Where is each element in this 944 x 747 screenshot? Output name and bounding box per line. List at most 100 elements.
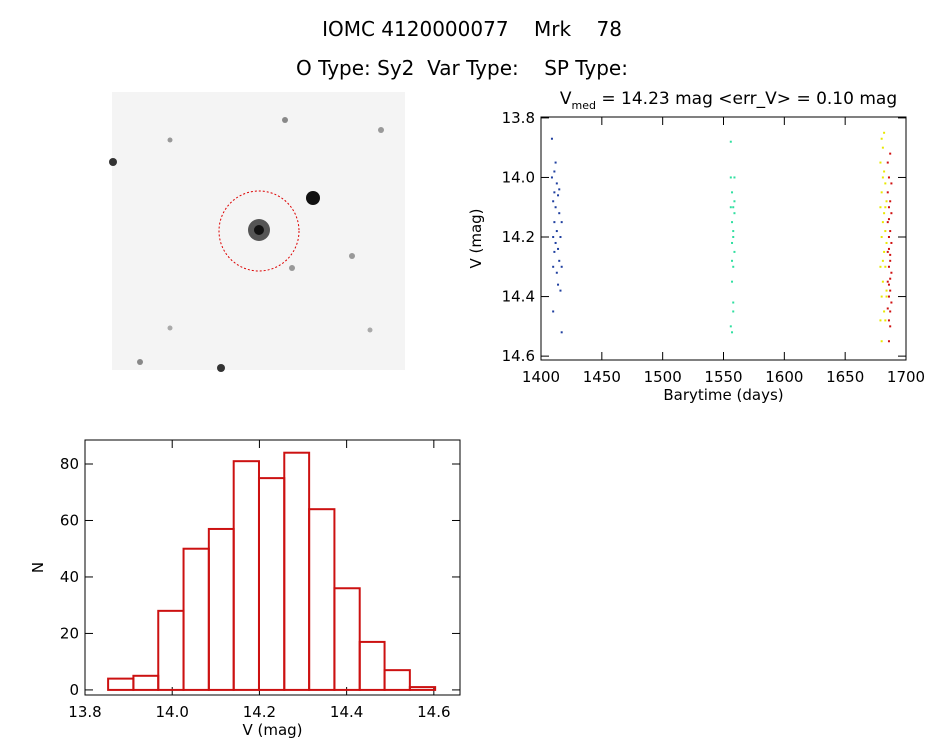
data-point <box>886 191 889 194</box>
data-point <box>558 188 561 191</box>
data-point <box>884 265 887 268</box>
y-tick-label: 60 <box>60 511 79 529</box>
data-point <box>887 176 890 179</box>
data-point <box>880 236 883 239</box>
data-point <box>553 250 556 253</box>
data-point <box>880 340 883 343</box>
data-point <box>554 206 557 209</box>
data-point <box>887 319 890 322</box>
data-point <box>555 182 558 185</box>
y-tick-label: 14.4 <box>502 288 535 306</box>
x-tick-label: 14.4 <box>330 703 363 721</box>
data-point <box>729 176 732 179</box>
x-tick-label: 14.0 <box>156 703 189 721</box>
data-point <box>731 259 734 262</box>
data-point <box>557 283 560 286</box>
y-tick-label: 14.0 <box>502 168 535 186</box>
plot-frame <box>540 116 907 361</box>
data-point <box>881 280 884 283</box>
y-axis-label: N <box>29 562 47 573</box>
x-tick-label: 1400 <box>522 368 560 386</box>
data-point <box>884 206 887 209</box>
data-point <box>887 247 890 250</box>
data-point <box>558 212 561 215</box>
data-point <box>732 265 735 268</box>
data-point <box>886 307 889 310</box>
data-point <box>881 221 884 224</box>
data-point <box>880 191 883 194</box>
data-point <box>887 340 890 343</box>
data-point <box>552 265 555 268</box>
data-point <box>553 191 556 194</box>
data-point <box>890 241 893 244</box>
data-point <box>885 241 888 244</box>
data-point <box>889 325 892 328</box>
data-point <box>887 295 890 298</box>
data-point <box>555 230 558 233</box>
data-point <box>729 325 732 328</box>
data-point <box>550 137 553 140</box>
data-point <box>880 137 883 140</box>
data-point <box>885 295 888 298</box>
data-point <box>879 265 882 268</box>
bar <box>207 527 235 691</box>
data-point <box>879 206 882 209</box>
bar <box>408 686 437 691</box>
data-point <box>890 271 893 274</box>
y-axis-label: V (mag) <box>467 208 485 268</box>
y-tick-label: 20 <box>60 624 79 642</box>
data-point <box>731 221 734 224</box>
data-point <box>889 200 892 203</box>
data-point <box>552 200 555 203</box>
x-tick-label: 1450 <box>583 368 621 386</box>
data-point <box>889 259 892 262</box>
chart-title: Vmed = 14.23 mag <err_V> = 0.10 mag <box>560 89 897 112</box>
bar <box>257 477 286 691</box>
data-point <box>887 265 890 268</box>
data-point <box>889 310 892 313</box>
plot-frame <box>84 439 461 696</box>
data-point <box>731 331 734 334</box>
data-point <box>553 170 556 173</box>
data-point <box>887 236 890 239</box>
y-tick-label: 14.6 <box>502 347 535 365</box>
bar <box>232 460 260 691</box>
data-point <box>889 152 892 155</box>
data-point <box>885 289 888 292</box>
data-point <box>881 176 884 179</box>
data-point <box>883 131 886 134</box>
data-point <box>886 221 889 224</box>
data-point <box>560 221 563 224</box>
data-point <box>890 301 893 304</box>
data-point <box>890 212 893 215</box>
data-point <box>552 310 555 313</box>
data-point <box>554 161 557 164</box>
data-point <box>731 241 734 244</box>
bar <box>132 674 160 691</box>
data-point <box>884 319 887 322</box>
data-point <box>552 236 555 239</box>
data-point <box>560 331 563 334</box>
y-tick-label: 14.2 <box>502 228 535 246</box>
bar <box>358 640 386 691</box>
data-point <box>732 301 735 304</box>
data-point <box>732 236 735 239</box>
x-tick-label: 1650 <box>826 368 864 386</box>
data-point <box>884 182 887 185</box>
x-tick-label: 13.8 <box>68 703 101 721</box>
data-point <box>886 161 889 164</box>
y-tick-label: 0 <box>69 681 79 699</box>
y-tick-label: 13.8 <box>502 109 535 127</box>
bar <box>308 508 336 691</box>
data-point <box>729 206 732 209</box>
data-point <box>883 310 886 313</box>
data-point <box>732 206 735 209</box>
data-point <box>889 230 892 233</box>
data-point <box>733 250 736 253</box>
bar <box>182 547 210 691</box>
data-point <box>887 218 890 221</box>
x-tick-label: 1600 <box>765 368 803 386</box>
data-point <box>890 182 893 185</box>
title-part: med <box>572 99 596 112</box>
